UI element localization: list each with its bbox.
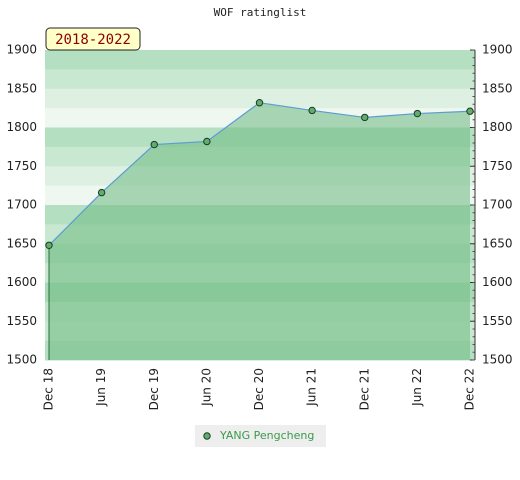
y2-tick-label: 1600: [482, 275, 513, 289]
y-tick-label: 1850: [6, 81, 37, 95]
y-tick-label: 1700: [6, 198, 37, 212]
point: [97, 188, 106, 197]
y-tick-label: 1600: [6, 275, 37, 289]
x-tick-label: Jun 19: [94, 368, 108, 407]
point: [361, 113, 369, 122]
y-tick-label: 1750: [6, 159, 37, 173]
x-tick-label: Dec 21: [357, 368, 371, 410]
background-band: [45, 50, 475, 70]
x-tick-label: Dec 19: [147, 368, 161, 410]
chart-title: WOF ratinglist: [214, 6, 307, 19]
annotation-box: [45, 27, 141, 51]
area: [49, 102, 470, 360]
x-tick-label: Dec 22: [463, 368, 477, 410]
y2-tick-label: 1650: [482, 236, 513, 250]
point: [255, 99, 264, 107]
y-tick-label: 1500: [6, 353, 37, 367]
y-tick-label: 1650: [6, 236, 37, 250]
x-tick-label: Dec 20: [252, 368, 266, 410]
point: [45, 241, 53, 250]
x-tick-label: Dec 18: [42, 368, 56, 410]
point: [203, 137, 211, 146]
point: [308, 106, 316, 115]
y-tick-label: 1800: [6, 120, 37, 134]
annotation: 2018-2022: [55, 32, 131, 48]
background-band: [45, 88, 475, 109]
legend-marker: [203, 432, 211, 440]
point: [150, 140, 158, 149]
background-band: [45, 69, 475, 90]
y2-tick-label: 1500: [482, 353, 513, 367]
legend-box: [195, 425, 326, 447]
y2-tick-label: 1550: [482, 314, 513, 328]
y2-tick-label: 1900: [482, 43, 513, 57]
y2-tick-label: 1750: [482, 159, 513, 173]
y-tick-label: 1550: [6, 314, 37, 328]
y2-tick-label: 1800: [482, 120, 513, 134]
y2-tick-label: 1700: [482, 198, 513, 212]
x-tick-label: Jun 22: [410, 368, 424, 407]
x-tick-label: Jun 21: [305, 368, 319, 407]
y-tick-label: 1900: [6, 43, 37, 57]
y2-tick-label: 1850: [482, 81, 513, 95]
point: [466, 107, 474, 115]
point: [413, 109, 422, 118]
x-tick-label: Jun 20: [199, 368, 213, 407]
legend-label: YANG Pengcheng: [219, 429, 314, 442]
